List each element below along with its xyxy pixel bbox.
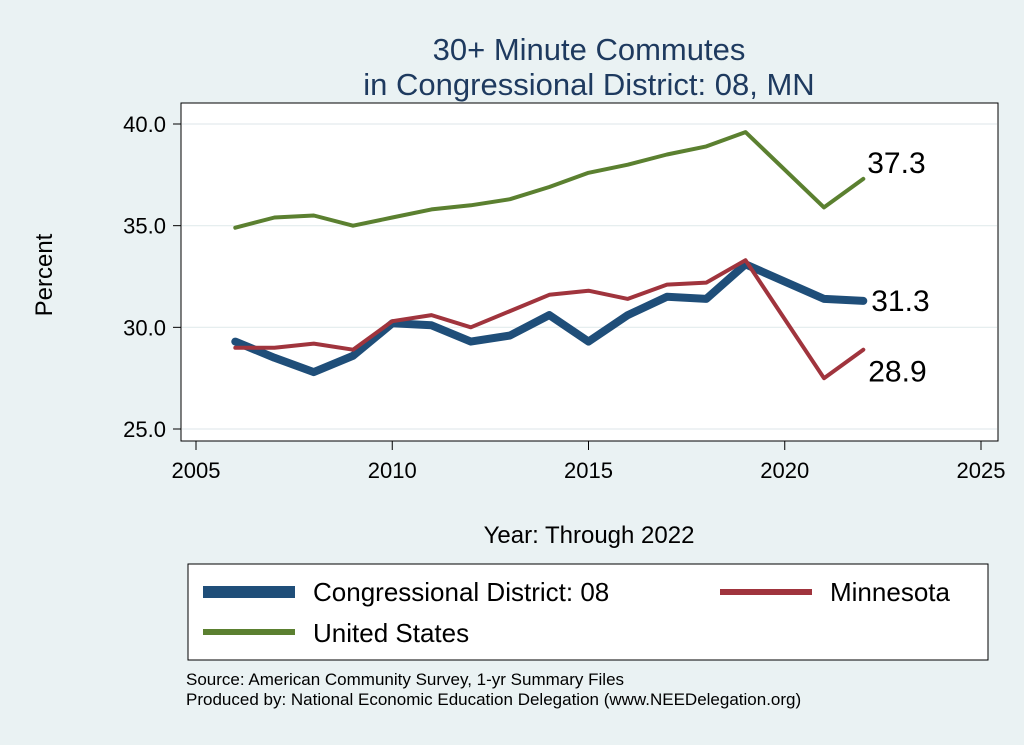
source-line-2: Produced by: National Economic Education… <box>186 690 801 709</box>
y-tick-label: 40.0 <box>123 112 166 137</box>
legend-box <box>187 563 989 661</box>
y-axis-title: Percent <box>31 233 58 316</box>
y-tick-label: 35.0 <box>123 214 166 239</box>
legend-label-congressional-district: Congressional District: 08 <box>313 577 609 607</box>
legend: Congressional District: 08 Minnesota Uni… <box>187 563 989 661</box>
y-tick-label: 25.0 <box>123 417 166 442</box>
plot-area <box>180 102 999 442</box>
series-lines <box>231 130 868 381</box>
axes: 25.0 30.0 35.0 40.0 2005 2010 2015 2020 2025 <box>123 112 1005 483</box>
x-tick-label: 2010 <box>368 458 417 483</box>
source-line-1: Source: American Community Survey, 1-yr … <box>186 670 624 689</box>
legend-label-united-states: United States <box>313 618 469 648</box>
end-label: 37.3 <box>867 147 925 180</box>
chart-title-line-1: 30+ Minute Commutes <box>433 32 746 67</box>
x-tick-label: 2015 <box>564 458 613 483</box>
series-line-congressional-district-08 <box>231 260 868 377</box>
x-tick-label: 2025 <box>957 458 1006 483</box>
gridlines <box>182 123 997 430</box>
end-labels: 31.3 28.9 37.3 <box>867 147 929 389</box>
end-label: 31.3 <box>871 285 929 318</box>
x-axis-title: Year: Through 2022 <box>484 522 695 549</box>
chart-title-line-2: in Congressional District: 08, MN <box>363 67 814 102</box>
x-tick-label: 2005 <box>172 458 221 483</box>
series-line-minnesota <box>233 258 866 381</box>
legend-label-minnesota: Minnesota <box>830 577 950 607</box>
end-label: 28.9 <box>868 356 926 389</box>
x-tick-label: 2020 <box>760 458 809 483</box>
y-tick-label: 30.0 <box>123 315 166 340</box>
series-line-united-states <box>233 130 866 230</box>
